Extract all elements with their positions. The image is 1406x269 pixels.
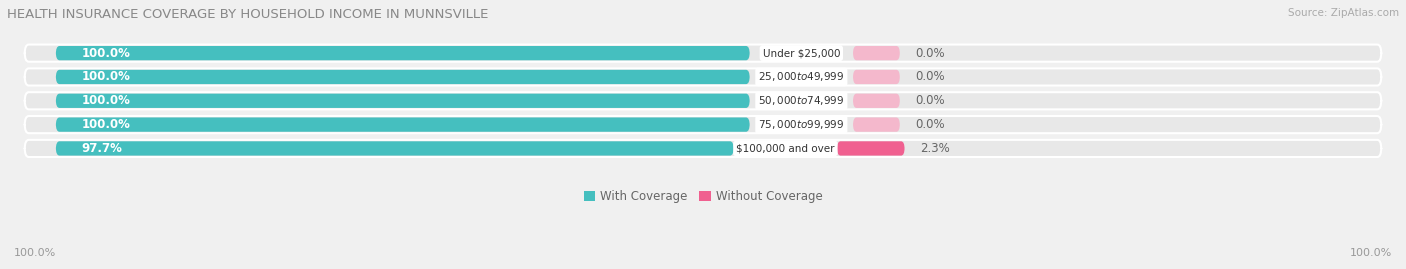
Text: 100.0%: 100.0% (82, 70, 131, 83)
Text: 0.0%: 0.0% (915, 94, 945, 107)
Text: $100,000 and over: $100,000 and over (737, 143, 835, 153)
FancyBboxPatch shape (837, 141, 904, 155)
Text: 0.0%: 0.0% (915, 47, 945, 60)
FancyBboxPatch shape (25, 45, 1381, 62)
Legend: With Coverage, Without Coverage: With Coverage, Without Coverage (579, 186, 827, 208)
FancyBboxPatch shape (853, 70, 900, 84)
Text: HEALTH INSURANCE COVERAGE BY HOUSEHOLD INCOME IN MUNNSVILLE: HEALTH INSURANCE COVERAGE BY HOUSEHOLD I… (7, 8, 488, 21)
Text: 97.7%: 97.7% (82, 142, 122, 155)
Text: Under $25,000: Under $25,000 (762, 48, 841, 58)
FancyBboxPatch shape (56, 141, 734, 155)
Text: 100.0%: 100.0% (82, 94, 131, 107)
FancyBboxPatch shape (25, 140, 1381, 157)
FancyBboxPatch shape (853, 94, 900, 108)
Text: 100.0%: 100.0% (1350, 248, 1392, 258)
Text: 0.0%: 0.0% (915, 118, 945, 131)
Text: 2.3%: 2.3% (920, 142, 949, 155)
FancyBboxPatch shape (56, 46, 749, 60)
Text: 100.0%: 100.0% (14, 248, 56, 258)
Text: $75,000 to $99,999: $75,000 to $99,999 (758, 118, 845, 131)
FancyBboxPatch shape (56, 94, 749, 108)
FancyBboxPatch shape (56, 70, 749, 84)
FancyBboxPatch shape (25, 68, 1381, 86)
Text: Source: ZipAtlas.com: Source: ZipAtlas.com (1288, 8, 1399, 18)
Text: 0.0%: 0.0% (915, 70, 945, 83)
FancyBboxPatch shape (853, 118, 900, 132)
FancyBboxPatch shape (25, 116, 1381, 133)
FancyBboxPatch shape (853, 46, 900, 60)
FancyBboxPatch shape (25, 92, 1381, 109)
Text: $25,000 to $49,999: $25,000 to $49,999 (758, 70, 845, 83)
Text: 100.0%: 100.0% (82, 118, 131, 131)
FancyBboxPatch shape (56, 118, 749, 132)
Text: 100.0%: 100.0% (82, 47, 131, 60)
Text: $50,000 to $74,999: $50,000 to $74,999 (758, 94, 845, 107)
